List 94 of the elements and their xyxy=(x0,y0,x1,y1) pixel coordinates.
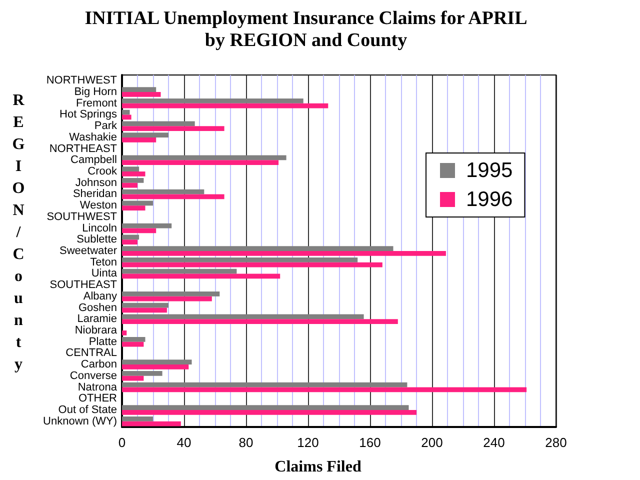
bar xyxy=(122,274,280,279)
bar xyxy=(122,376,144,381)
y-tick-label: Unknown (WY) xyxy=(43,415,117,428)
bar xyxy=(122,87,156,92)
x-tick-label: 40 xyxy=(176,435,192,450)
y-tick-label: SOUTHWEST xyxy=(46,210,118,223)
bar xyxy=(122,206,146,210)
bar xyxy=(122,103,328,108)
bar xyxy=(122,137,156,142)
bar xyxy=(122,292,220,296)
y-tick-label: Converse xyxy=(70,370,117,382)
bar xyxy=(122,262,382,268)
bar xyxy=(122,421,181,426)
y-tick-label: Teton xyxy=(90,256,117,268)
bar xyxy=(122,360,192,365)
y-tick-label: Lincoln xyxy=(82,222,117,234)
bar xyxy=(122,98,304,104)
bar xyxy=(122,371,162,376)
y-tick-label: Laramie xyxy=(77,313,117,326)
x-tick-label: 200 xyxy=(421,435,443,450)
bar xyxy=(122,382,408,388)
bar xyxy=(122,223,172,228)
bar xyxy=(122,405,409,410)
bar xyxy=(122,296,212,302)
y-tick-label: Sublette xyxy=(76,234,117,246)
bar xyxy=(122,200,153,206)
x-tick-label: 120 xyxy=(297,435,319,450)
bar xyxy=(122,121,195,126)
bar xyxy=(122,234,140,240)
y-tick-label: Uinta xyxy=(91,268,118,280)
y-tick-label: Campbell xyxy=(70,154,117,166)
bar xyxy=(122,189,204,194)
bar xyxy=(122,166,140,172)
bar xyxy=(122,251,446,256)
bar xyxy=(122,336,146,342)
y-axis-title: REGION/County xyxy=(9,92,27,378)
bar xyxy=(122,314,364,320)
y-tick-label: Niobrara xyxy=(74,324,118,336)
bar xyxy=(122,257,358,262)
y-tick-label: Sheridan xyxy=(72,188,117,200)
bar xyxy=(122,268,237,274)
bar xyxy=(122,132,168,138)
y-tick-label: OTHER xyxy=(78,392,118,405)
y-tick-label: Natrona xyxy=(78,381,118,394)
bar xyxy=(122,92,161,97)
y-tick-label: Albany xyxy=(83,290,118,302)
y-tick-label: NORTHWEST xyxy=(46,74,118,87)
y-tick-label: Out of State xyxy=(58,404,117,416)
y-tick-label: Sweetwater xyxy=(60,245,118,257)
legend-label: 1996 xyxy=(466,188,513,211)
bar xyxy=(122,410,416,415)
bar xyxy=(122,240,138,245)
chart-title: INITIAL Unemployment Insurance Claims for APRIL xyxy=(84,8,528,29)
y-tick-label: Johnson xyxy=(75,176,117,189)
y-tick-label: Platte xyxy=(88,336,117,348)
bar xyxy=(122,160,279,166)
bar xyxy=(122,178,144,183)
y-tick-label: Washakie xyxy=(69,131,117,144)
bar xyxy=(122,228,156,234)
bar xyxy=(122,302,168,308)
bar xyxy=(122,387,527,392)
bar xyxy=(122,194,224,200)
legend-label: 1995 xyxy=(466,159,513,182)
bar xyxy=(122,126,224,131)
y-tick-label: SOUTHEAST xyxy=(50,279,118,292)
y-tick-label: Crook xyxy=(88,166,118,178)
x-tick-label: 240 xyxy=(483,435,505,450)
x-tick-label: 280 xyxy=(545,435,567,450)
bar xyxy=(122,155,286,160)
bar xyxy=(122,342,144,347)
bar xyxy=(122,308,167,313)
bar xyxy=(122,110,130,115)
y-tick-label: CENTRAL xyxy=(66,347,117,360)
bar xyxy=(122,114,132,120)
y-tick-label: Weston xyxy=(80,200,117,212)
x-tick-label: 0 xyxy=(118,435,126,450)
y-tick-label: Carbon xyxy=(80,358,117,371)
bar xyxy=(122,246,394,251)
x-tick-label: 80 xyxy=(238,435,254,450)
y-tick-label: NORTHEAST xyxy=(49,142,118,155)
bar xyxy=(122,319,398,324)
x-tick-label: 160 xyxy=(359,435,381,450)
y-tick-label: Hot Springs xyxy=(60,108,118,121)
y-tick-label: Big Horn xyxy=(74,86,117,98)
y-tick-label: Park xyxy=(94,120,118,132)
y-tick-label: Fremont xyxy=(76,97,117,110)
x-axis-title: Claims Filed xyxy=(274,458,362,476)
bar xyxy=(122,330,127,336)
bar xyxy=(122,172,146,176)
bar xyxy=(122,364,189,370)
bar xyxy=(122,416,153,422)
y-tick-label: Goshen xyxy=(78,302,117,314)
bar xyxy=(122,182,138,188)
chart-subtitle: by REGION and County xyxy=(204,30,408,51)
